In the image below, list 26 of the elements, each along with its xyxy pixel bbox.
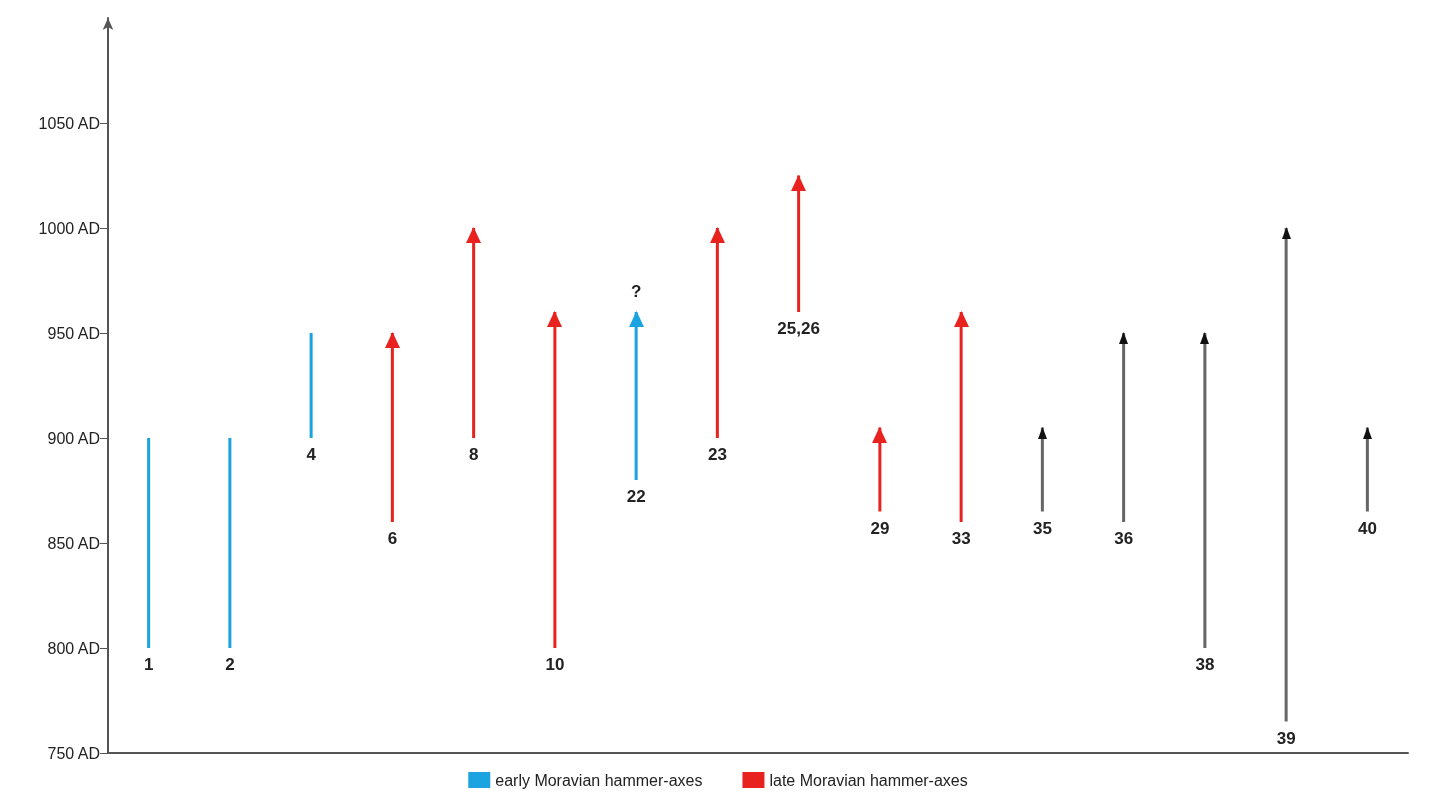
annotation: ? [629,282,643,302]
x-tick-label: 6 [387,529,398,548]
x-tick-label: 40 [1357,518,1377,538]
y-tick-label: 750 AD [47,744,100,762]
x-tick-label: 10 [545,655,565,674]
x-tick-label: 35 [1032,518,1052,538]
x-tick-label: 39 [1276,728,1296,748]
x-tick-label: 4 [306,445,317,464]
y-tick-label: 950 AD [47,324,100,342]
x-tick-label: 2 [225,655,235,674]
x-tick-label: 8 [468,445,479,464]
x-tick-label: 23 [707,445,727,464]
x-tick-label: 36 [1114,529,1134,548]
y-tick-label: 1050 AD [38,114,100,132]
x-tick-label: 38 [1195,655,1215,674]
legend-label: early Moravian hammer-axes [495,771,703,789]
x-tick-label: 22 [626,487,646,506]
x-tick-label: 25,26 [777,319,820,338]
y-tick-label: 850 AD [47,534,100,552]
legend-label: late Moravian hammer-axes [769,771,968,789]
x-tick-label: 29 [870,518,890,538]
y-tick-label: 900 AD [47,429,100,447]
x-tick-label: 33 [951,529,971,548]
y-tick-label: 1000 AD [38,219,100,237]
y-tick-label: 800 AD [47,639,100,657]
x-tick-label: 1 [143,655,154,674]
